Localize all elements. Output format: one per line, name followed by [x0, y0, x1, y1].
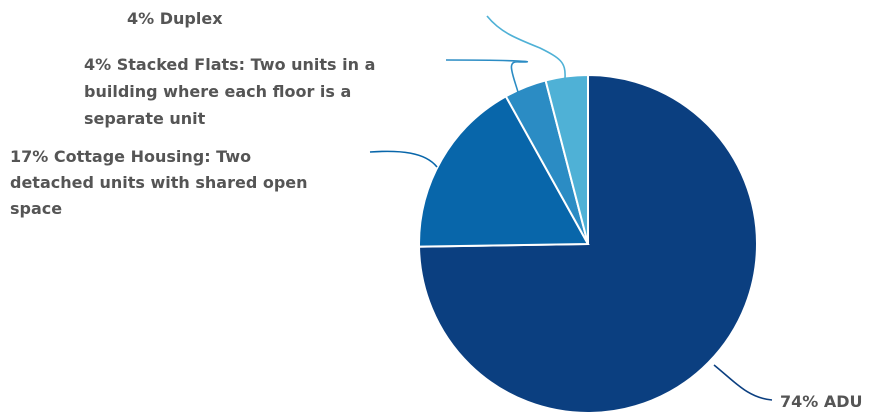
slice-label-duplex: 4% Duplex	[127, 9, 223, 28]
slice-label-line: separate unit	[84, 109, 206, 128]
slice-label-line: 4% Duplex	[127, 9, 223, 28]
slice-label-line: 74% ADU	[780, 392, 863, 411]
leader-lines	[369, 15, 773, 401]
pie-slice-adu	[418, 73, 758, 414]
slice-label-line: building where each floor is a	[84, 82, 351, 101]
slice-label-cottage-housing: 17% Cottage Housing: Two detached units w…	[10, 147, 308, 218]
leader-line-stacked-flats	[445, 59, 528, 93]
slice-label-line: 17% Cottage Housing: Two	[10, 147, 251, 166]
leader-line-adu	[713, 364, 773, 401]
slice-label-line: space	[10, 199, 62, 218]
slice-label-line: detached units with shared open	[10, 173, 308, 192]
slice-label-stacked-flats: 4% Stacked Flats: Two units in a building…	[84, 55, 375, 128]
slice-label-line: 4% Stacked Flats: Two units in a	[84, 55, 375, 74]
pie-slice-duplex	[544, 73, 589, 245]
pie-slices	[418, 73, 758, 414]
pie-slice-cottage-housing	[418, 94, 590, 248]
leader-line-cottage-housing	[369, 150, 438, 168]
slice-label-adu: 74% ADU	[780, 392, 863, 411]
leader-line-duplex	[486, 15, 566, 79]
slice-labels: 74% ADU 17% Cottage Housing: Two detached …	[10, 9, 863, 411]
